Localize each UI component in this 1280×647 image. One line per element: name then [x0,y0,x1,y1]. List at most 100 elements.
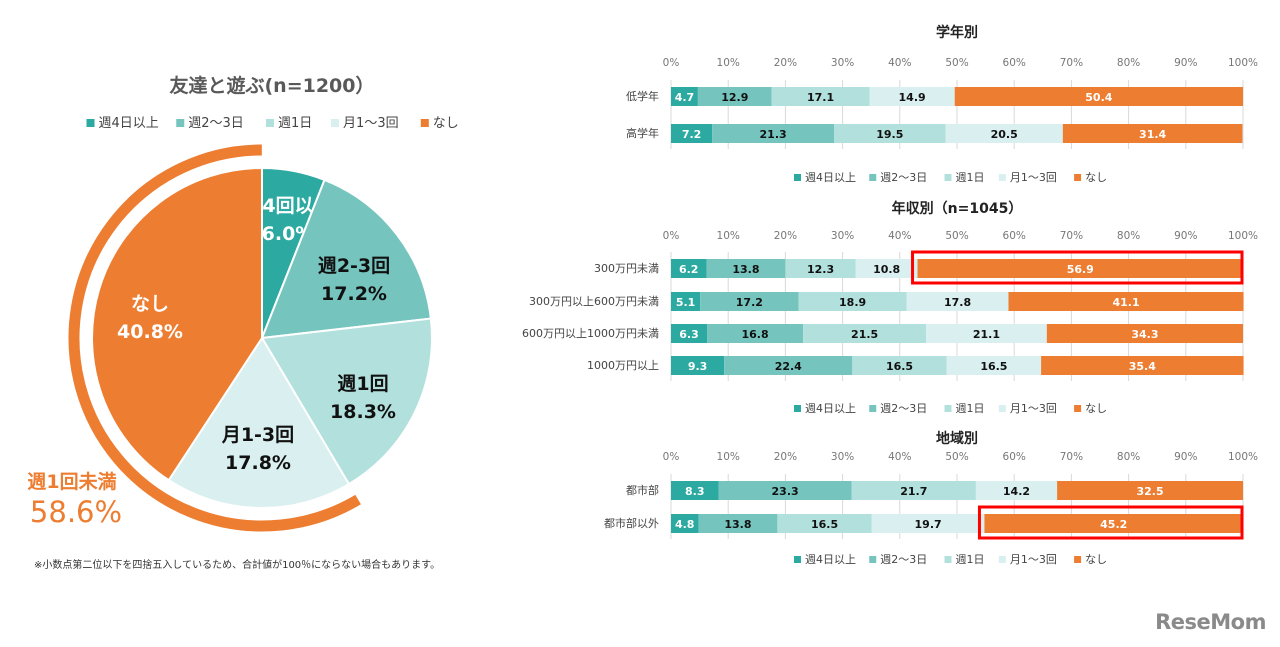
bar-segment [777,514,872,533]
slice-value: 40.8% [117,321,183,343]
category-label: 1000万円以上 [587,359,659,372]
bar-value-label: 8.3 [685,485,705,498]
bar-value-label: 12.9 [721,91,748,104]
legend-label: 週2〜3日 [880,402,927,415]
pie-legend: 週4日以上 週2〜3日 週1日 月1〜3回 なし [86,116,459,131]
legend-label: なし [433,116,459,131]
x-tick-label: 80% [1117,57,1140,69]
bar-segment [946,356,1042,375]
bar-segment [706,259,786,278]
x-tick-label: 0% [663,230,680,242]
category-label: 低学年 [626,89,659,103]
slice-label: 週1回 [337,373,388,395]
category-label: 都市部 [626,483,659,497]
legend-label: 月1〜3回 [1010,553,1057,566]
bar-value-label: 6.2 [679,263,699,276]
bar-value-label: 34.3 [1131,328,1158,341]
bar-value-label: 4.8 [675,518,695,531]
bar-segment [712,124,835,143]
slice-label: なし [131,293,169,315]
legend: 週4日以上 週2〜3日 週1日 月1〜3回 なし [794,171,1107,184]
legend-label: 週2〜3日 [880,553,927,566]
bar-segment [671,514,699,533]
legend-swatch [794,174,801,181]
legend-swatch [1074,556,1082,563]
x-tick-label: 40% [888,57,911,69]
legend-label: なし [1085,171,1107,184]
legend: 週4日以上 週2〜3日 週1日 月1〜3回 なし [794,402,1107,415]
pie-slice [260,178,432,340]
x-tick-label: 80% [1117,230,1140,242]
bar-chart-title: 年収別（n=1045） [892,200,1023,217]
legend-label: 月1〜3回 [343,116,399,131]
x-tick-label: 40% [888,451,911,463]
legend-swatch [998,174,1006,181]
footnote: ※小数点第二位以下を四捨五入しているため、合計値が100％にならない場合もありま… [34,560,441,571]
legend-label: 週1日 [956,171,985,184]
bar-value-label: 17.8 [944,296,971,309]
legend-label: 週4日以上 [805,553,856,566]
bar-chart-title: 地域別 [936,430,978,447]
bar-value-label: 6.3 [679,328,699,341]
bar-segment [1041,356,1244,375]
bar-segment [671,259,707,278]
legend-swatch [1074,405,1082,412]
bar-segment [700,292,799,311]
bar-value-label: 22.4 [775,360,802,373]
bar-value-label: 16.8 [742,328,769,341]
legend-label: 週2〜3日 [880,171,927,184]
slice-label: 週2-3回 [318,255,390,277]
legend-label: 週4日以上 [99,116,159,131]
x-tick-label: 50% [945,451,968,463]
bar-value-label: 13.8 [724,518,751,531]
category-label: 高学年 [626,126,659,140]
x-tick-label: 50% [945,230,968,242]
bar-value-label: 16.5 [886,360,913,373]
bar-value-label: 17.2 [736,296,763,309]
bar-value-label: 23.3 [772,485,799,498]
legend-swatch [794,556,801,563]
x-tick-label: 20% [774,230,797,242]
legend-label: 週1日 [956,553,985,566]
slice-value: 17.2% [321,283,387,305]
bar-segment [718,481,852,500]
bar-value-label: 16.5 [811,518,838,531]
x-tick-label: 0% [663,451,680,463]
slice-label: 月1-3回 [221,424,294,446]
x-tick-label: 30% [831,57,854,69]
bar-value-label: 4.7 [675,91,695,104]
legend-swatch [944,405,952,412]
pie-chart: 週4回以上6.0%週2-3回17.2%週1回18.3%月1-3回17.8%なし4… [68,144,433,532]
legend-swatch [420,119,429,127]
bar-segment [852,356,947,375]
bar-segment [671,324,708,343]
x-tick-label: 60% [1003,57,1026,69]
bar-value-label: 32.5 [1136,485,1163,498]
legend-label: 週4日以上 [805,171,856,184]
x-tick-label: 60% [1003,451,1026,463]
pie-title: 友達と遊ぶ(n=1200） [169,74,374,97]
legend-swatch [869,556,877,563]
x-tick-label: 20% [774,57,797,69]
category-label: 600万円以上1000万円未満 [522,327,659,340]
bar-segment [798,292,907,311]
x-tick-label: 60% [1003,230,1026,242]
legend-swatch [794,405,801,412]
x-tick-label: 80% [1117,451,1140,463]
x-tick-label: 100% [1228,230,1258,242]
stacked-bar-chart: 地域別 0% 10% 20% 30% 40% 50% 60% 70% 80% 90% 100% 都市部 8… [604,430,1258,566]
legend-swatch [998,556,1006,563]
bar-segment [871,514,985,533]
legend-label: 週1日 [278,116,312,131]
bar-value-label: 13.8 [732,263,759,276]
stacked-bar-chart: 学年別 0% 10% 20% 30% 40% 50% 60% 70% 80% 90% 100% 低学年 4… [626,24,1258,184]
bar-value-label: 10.8 [873,263,900,276]
legend-label: 週4日以上 [805,402,856,415]
bar-value-label: 17.1 [807,91,834,104]
bar-segment [975,481,1058,500]
stacked-bar-chart: 年収別（n=1045） 0% 10% 20% 30% 40% 50% 60% 70% 80% 90%… [522,200,1258,415]
bar-value-label: 5.1 [676,296,696,309]
x-tick-label: 20% [774,451,797,463]
bar-value-label: 21.1 [973,328,1000,341]
x-tick-label: 30% [831,451,854,463]
